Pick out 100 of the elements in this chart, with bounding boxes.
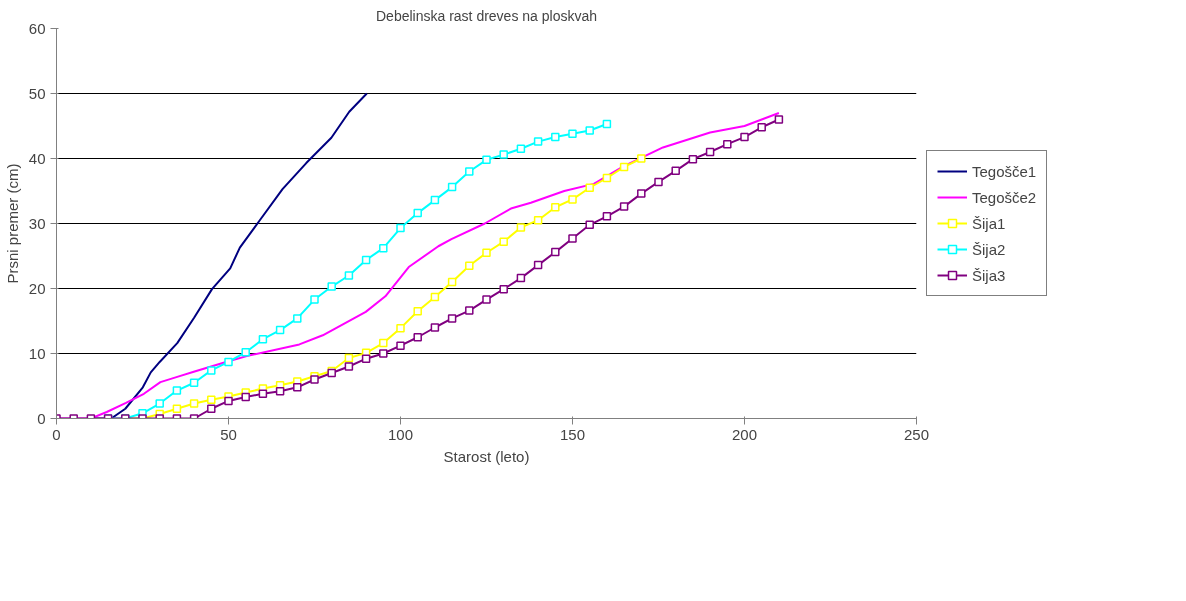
- point: [189, 378, 199, 387]
- x-tick-label: 50: [220, 425, 237, 443]
- point: [585, 183, 594, 192]
- point: [379, 338, 388, 348]
- point: [602, 212, 612, 221]
- point: [551, 203, 560, 212]
- point: [224, 396, 233, 406]
- point: [585, 220, 594, 230]
- legend-label: Šija1: [972, 214, 1006, 232]
- point: [379, 243, 388, 253]
- x-tick-label: 0: [52, 425, 61, 443]
- point: [516, 223, 526, 232]
- point: [241, 392, 250, 402]
- chart-title: Debelinska rast dreves na ploskvah: [376, 7, 598, 24]
- y-tick-label: 50: [28, 84, 46, 102]
- point: [344, 353, 354, 363]
- point: [413, 333, 422, 342]
- point: [293, 314, 302, 323]
- point: [585, 126, 594, 135]
- point: [688, 154, 698, 164]
- legend-label: Tegošče2: [972, 188, 1037, 206]
- point: [516, 144, 526, 153]
- point: [430, 292, 440, 302]
- point: [465, 306, 474, 315]
- point: [637, 189, 646, 198]
- y-tick-label: 10: [28, 344, 46, 362]
- y-axis-title: Prsni premer (cm): [3, 163, 21, 284]
- point: [516, 273, 526, 283]
- point: [207, 366, 216, 375]
- point: [740, 132, 749, 142]
- point: [207, 404, 216, 413]
- point: [723, 139, 732, 149]
- point: [344, 271, 354, 280]
- point: [396, 223, 405, 233]
- point: [310, 295, 319, 304]
- point: [757, 123, 766, 132]
- point: [465, 261, 474, 270]
- point: [275, 325, 285, 335]
- point: [396, 341, 405, 350]
- point: [602, 119, 612, 129]
- point: [482, 155, 491, 165]
- point: [499, 237, 508, 246]
- point: [361, 354, 371, 363]
- point: [447, 277, 457, 287]
- point: [533, 137, 543, 146]
- legend-label: Šija3: [972, 266, 1006, 284]
- point: [465, 167, 474, 176]
- point: [344, 362, 354, 371]
- point: [155, 399, 164, 408]
- y-tick-label: 40: [28, 149, 46, 167]
- x-tick-label: 150: [559, 425, 586, 443]
- point: [430, 195, 440, 205]
- y-tick-label: 30: [28, 214, 46, 232]
- legend-label: Tegošče1: [972, 162, 1037, 180]
- x-tick-label: 100: [387, 425, 414, 443]
- point: [413, 208, 422, 218]
- point: [293, 383, 302, 392]
- legend-label: Šija2: [972, 240, 1006, 258]
- point: [189, 399, 199, 408]
- point: [654, 177, 663, 187]
- point: [533, 260, 543, 270]
- point: [637, 154, 646, 163]
- point: [447, 182, 457, 192]
- point: [379, 349, 388, 358]
- point: [413, 307, 422, 316]
- point: [258, 389, 268, 399]
- point: [482, 295, 491, 304]
- point: [499, 150, 508, 159]
- point: [224, 357, 233, 367]
- point: [241, 347, 250, 357]
- point: [568, 195, 577, 204]
- point: [275, 386, 285, 396]
- point: [602, 173, 612, 183]
- x-tick-label: 250: [903, 425, 930, 443]
- point: [671, 166, 680, 176]
- point: [172, 386, 182, 395]
- point: [207, 395, 216, 404]
- y-tick-label: 0: [37, 409, 46, 427]
- point: [258, 334, 268, 344]
- point: [327, 282, 336, 291]
- point: [396, 323, 405, 333]
- x-tick-label: 200: [731, 425, 758, 443]
- point: [533, 216, 543, 225]
- point: [361, 255, 371, 265]
- x-axis-title: Starost (leto): [443, 447, 530, 465]
- point: [482, 248, 491, 257]
- point: [447, 314, 457, 323]
- point: [172, 404, 182, 413]
- point: [551, 132, 560, 142]
- point: [568, 129, 577, 139]
- point: [568, 234, 577, 243]
- point: [551, 247, 560, 257]
- y-tick-label: 60: [28, 19, 46, 37]
- point: [705, 147, 715, 157]
- y-tick-label: 20: [28, 279, 46, 297]
- point: [499, 284, 508, 294]
- point: [619, 202, 629, 211]
- point: [774, 115, 784, 124]
- point: [430, 323, 440, 332]
- point: [619, 162, 629, 172]
